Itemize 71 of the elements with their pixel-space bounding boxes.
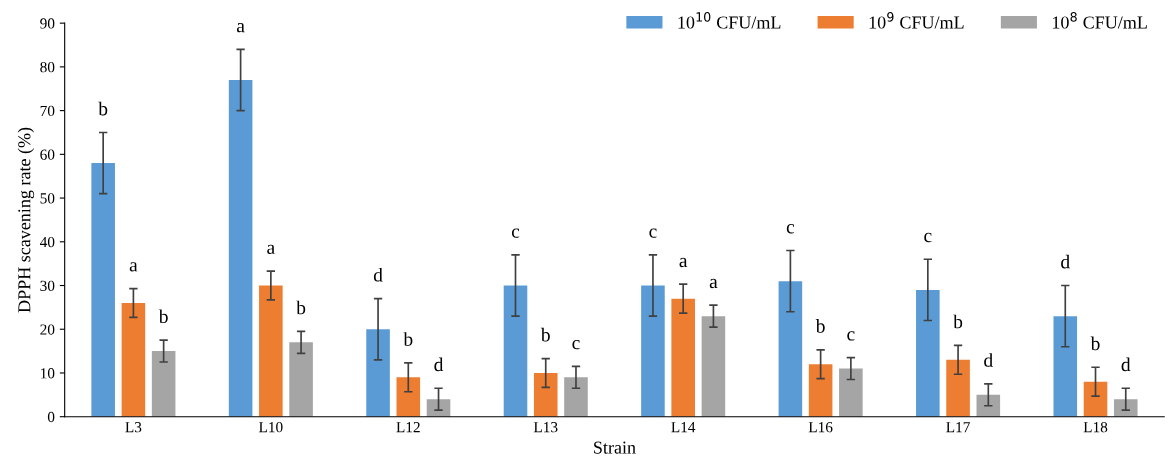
bar xyxy=(426,399,451,417)
y-tick-label: 80 xyxy=(40,62,55,73)
y-tick-label: 70 xyxy=(40,105,55,117)
y-tick-label: 90 xyxy=(40,18,55,29)
data-label: d xyxy=(1121,357,1131,372)
y-tick-label: 0 xyxy=(47,411,55,423)
bar xyxy=(916,289,940,417)
x-tick-label: L17 xyxy=(946,422,970,433)
data-label: d xyxy=(1061,254,1070,269)
data-label: b xyxy=(158,309,168,324)
bar xyxy=(228,80,253,417)
data-label: d xyxy=(434,357,444,372)
bar xyxy=(366,329,390,417)
data-label: c xyxy=(786,224,795,234)
data-label: a xyxy=(709,278,718,289)
x-tick-label: L12 xyxy=(396,422,420,433)
data-label: c xyxy=(649,228,657,238)
bar xyxy=(564,377,588,417)
bar xyxy=(1053,316,1078,417)
bar xyxy=(808,364,833,417)
data-label: a xyxy=(129,262,138,272)
bar xyxy=(151,351,176,417)
data-label: c xyxy=(847,331,855,341)
data-label: b xyxy=(540,327,550,342)
y-axis-title: DPPH scavening rate (%) xyxy=(17,127,35,313)
data-label: a xyxy=(679,257,688,268)
x-tick-label: L3 xyxy=(125,422,142,433)
y-tick-label: 40 xyxy=(39,236,55,248)
bar xyxy=(1113,399,1138,417)
data-label: b xyxy=(1090,336,1100,351)
bar xyxy=(259,285,283,417)
x-tick-label: L13 xyxy=(533,422,558,433)
x-axis-title: Strain xyxy=(594,441,636,454)
data-label: a xyxy=(236,23,245,33)
data-label: c xyxy=(924,232,932,243)
data-label: b xyxy=(403,332,413,346)
data-label: b xyxy=(815,319,825,333)
x-tick-label: L18 xyxy=(1083,422,1108,433)
bar xyxy=(641,285,665,417)
y-tick-label: 30 xyxy=(40,280,55,291)
bar xyxy=(289,342,313,417)
bar xyxy=(1083,381,1108,417)
data-label: b xyxy=(953,314,963,329)
data-label: a xyxy=(267,244,275,255)
bar xyxy=(839,368,863,417)
legend-label: 10$^{9}$ CFU/mL xyxy=(869,12,964,29)
legend-label: 10$^{10}$ CFU/mL xyxy=(678,12,781,29)
data-label: c xyxy=(572,339,580,350)
bar xyxy=(121,303,146,417)
data-label: b xyxy=(296,300,306,315)
y-tick-label: 60 xyxy=(40,149,55,160)
bar xyxy=(976,394,1001,417)
bar xyxy=(503,285,528,417)
data-label: c xyxy=(511,228,520,238)
y-tick-label: 10 xyxy=(41,368,55,379)
bar xyxy=(946,359,970,417)
data-label: d xyxy=(373,267,383,282)
bar xyxy=(671,298,695,417)
bar xyxy=(396,377,421,417)
x-tick-label: L16 xyxy=(808,422,833,433)
data-label: b xyxy=(98,101,108,116)
bar xyxy=(533,372,558,417)
x-tick-label: L10 xyxy=(258,422,283,433)
y-tick-label: 20 xyxy=(40,324,55,335)
bar xyxy=(701,316,726,417)
bar xyxy=(91,163,115,417)
data-label: d xyxy=(984,353,993,367)
y-tick-label: 50 xyxy=(40,193,55,204)
bar xyxy=(778,281,803,417)
legend-label: 10$^{8}$ CFU/mL xyxy=(1052,12,1147,29)
x-tick-label: L14 xyxy=(671,422,696,433)
